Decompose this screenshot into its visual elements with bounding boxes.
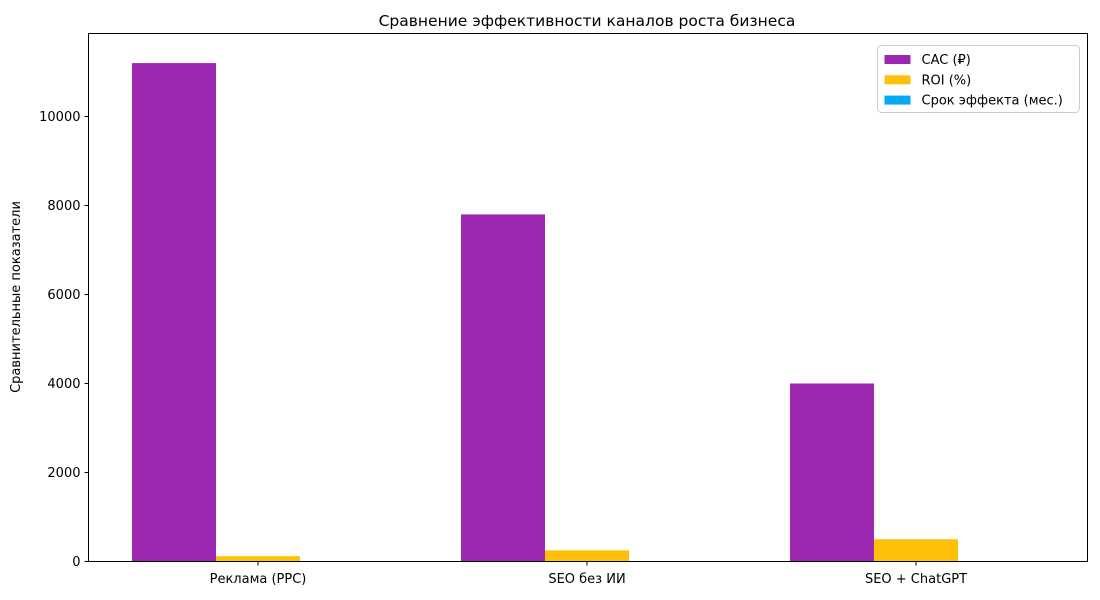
legend-label-0: CAC (₽) (922, 53, 971, 68)
y-tick-label-0: 0 (72, 555, 80, 570)
y-tick-label-1: 2000 (47, 466, 80, 481)
axes-frame (88, 33, 1088, 562)
legend-label-1: ROI (%) (922, 73, 972, 88)
y-tick-label-2: 4000 (47, 377, 80, 392)
bar-series-1-cat-1 (545, 550, 629, 562)
y-tick-label-5: 10000 (39, 110, 80, 125)
bar-series-0-cat-0 (132, 63, 216, 562)
bar-series-1-cat-2 (874, 539, 958, 562)
y-tick-label-3: 6000 (47, 288, 80, 303)
y-axis-label: Сравнительные показатели (9, 201, 24, 393)
legend-swatch-1 (884, 75, 911, 85)
x-tick-label-0: Реклама (PPC) (210, 572, 307, 587)
x-tick-label-1: SEO без ИИ (548, 572, 625, 587)
plot-area: 0 2000 4000 6000 8000 10000 Реклама (PPC) SEO б… (39, 33, 1088, 587)
chart-title: Сравнение эффективности каналов роста би… (379, 12, 796, 30)
bar-series-0-cat-2 (790, 383, 874, 562)
y-tick-label-4: 8000 (47, 199, 80, 214)
bar-series-1-cat-0 (216, 556, 300, 562)
legend-swatch-2 (884, 95, 911, 105)
legend-label-2: Срок эффекта (мес.) (922, 94, 1063, 109)
bar-series-0-cat-1 (461, 214, 545, 562)
legend-swatch-0 (884, 55, 911, 64)
legend-box (877, 45, 1080, 113)
x-tick-label-2: SEO + ChatGPT (865, 572, 967, 587)
